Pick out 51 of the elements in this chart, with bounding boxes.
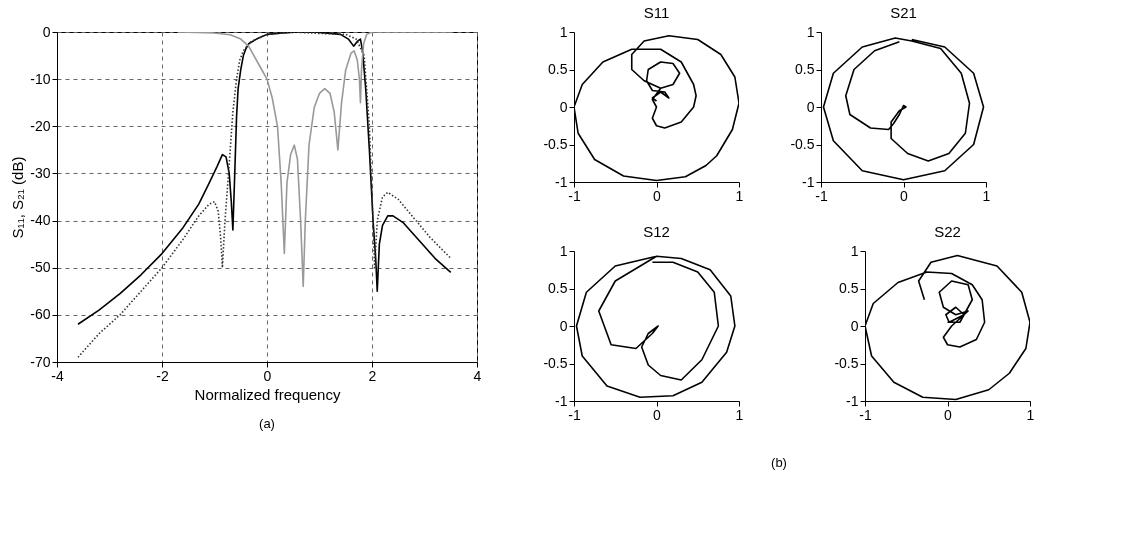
x-tick-label: 0	[653, 187, 662, 204]
y-tick-label: -0.5	[834, 355, 859, 371]
text: (b)	[771, 455, 787, 470]
y-tick-label: -70	[30, 353, 51, 370]
y-tick-label: 0.5	[548, 61, 568, 77]
y-tick-label: 1	[559, 23, 568, 40]
y-tick-label: -1	[555, 173, 568, 190]
y-tick-label: -0.5	[543, 355, 568, 371]
x-tick-label: 0	[263, 367, 272, 384]
y-tick-label: -10	[30, 70, 51, 87]
y-tick-label: -0.5	[543, 136, 568, 152]
chart-title: S12	[643, 223, 670, 240]
y-tick-label: -20	[30, 117, 51, 134]
line-series	[176, 32, 452, 288]
x-axis-title: Normalized frequency	[194, 385, 341, 403]
y-tick-label: 0.5	[795, 61, 815, 77]
x-tick-label: 0	[653, 406, 662, 423]
x-tick-label: 2	[368, 367, 377, 384]
chart-title: S21	[890, 4, 917, 21]
x-tick-label: 1	[1026, 406, 1035, 423]
line-series	[575, 255, 736, 399]
y-tick-label: -1	[802, 173, 815, 190]
x-tick-label: 1	[982, 187, 991, 204]
y-tick-label: -50	[30, 259, 51, 276]
y-tick-label: -0.5	[790, 136, 815, 152]
x-tick-label: 0	[900, 187, 909, 204]
y-tick-label: -40	[30, 212, 51, 229]
chart-title: S11	[643, 4, 670, 21]
y-tick-label: 0.5	[839, 280, 859, 296]
y-tick-label: -1	[846, 392, 859, 409]
text: (a)	[259, 416, 275, 431]
y-tick-label: 0	[806, 98, 815, 115]
x-tick-label: -2	[156, 367, 169, 384]
x-tick-label: 1	[735, 187, 744, 204]
y-tick-label: -1	[555, 392, 568, 409]
x-tick-label: -4	[51, 367, 64, 384]
y-tick-label: 0	[559, 98, 568, 115]
x-tick-label: 4	[473, 367, 482, 384]
y-tick-label: 0	[850, 317, 859, 334]
y-tick-label: -60	[30, 306, 51, 323]
y-tick-label: 1	[806, 23, 815, 40]
y-tick-label: 1	[559, 242, 568, 259]
y-tick-label: -30	[30, 164, 51, 181]
y-tick-label: 0	[559, 317, 568, 334]
y-tick-label: 1	[850, 242, 859, 259]
x-tick-label: 1	[735, 406, 744, 423]
y-tick-label: 0.5	[548, 280, 568, 296]
x-tick-label: 0	[944, 406, 953, 423]
y-axis-title: S₁₁, S₂₁ (dB)	[9, 156, 27, 239]
chart-title: S22	[934, 223, 961, 240]
y-tick-label: 0	[42, 23, 51, 40]
